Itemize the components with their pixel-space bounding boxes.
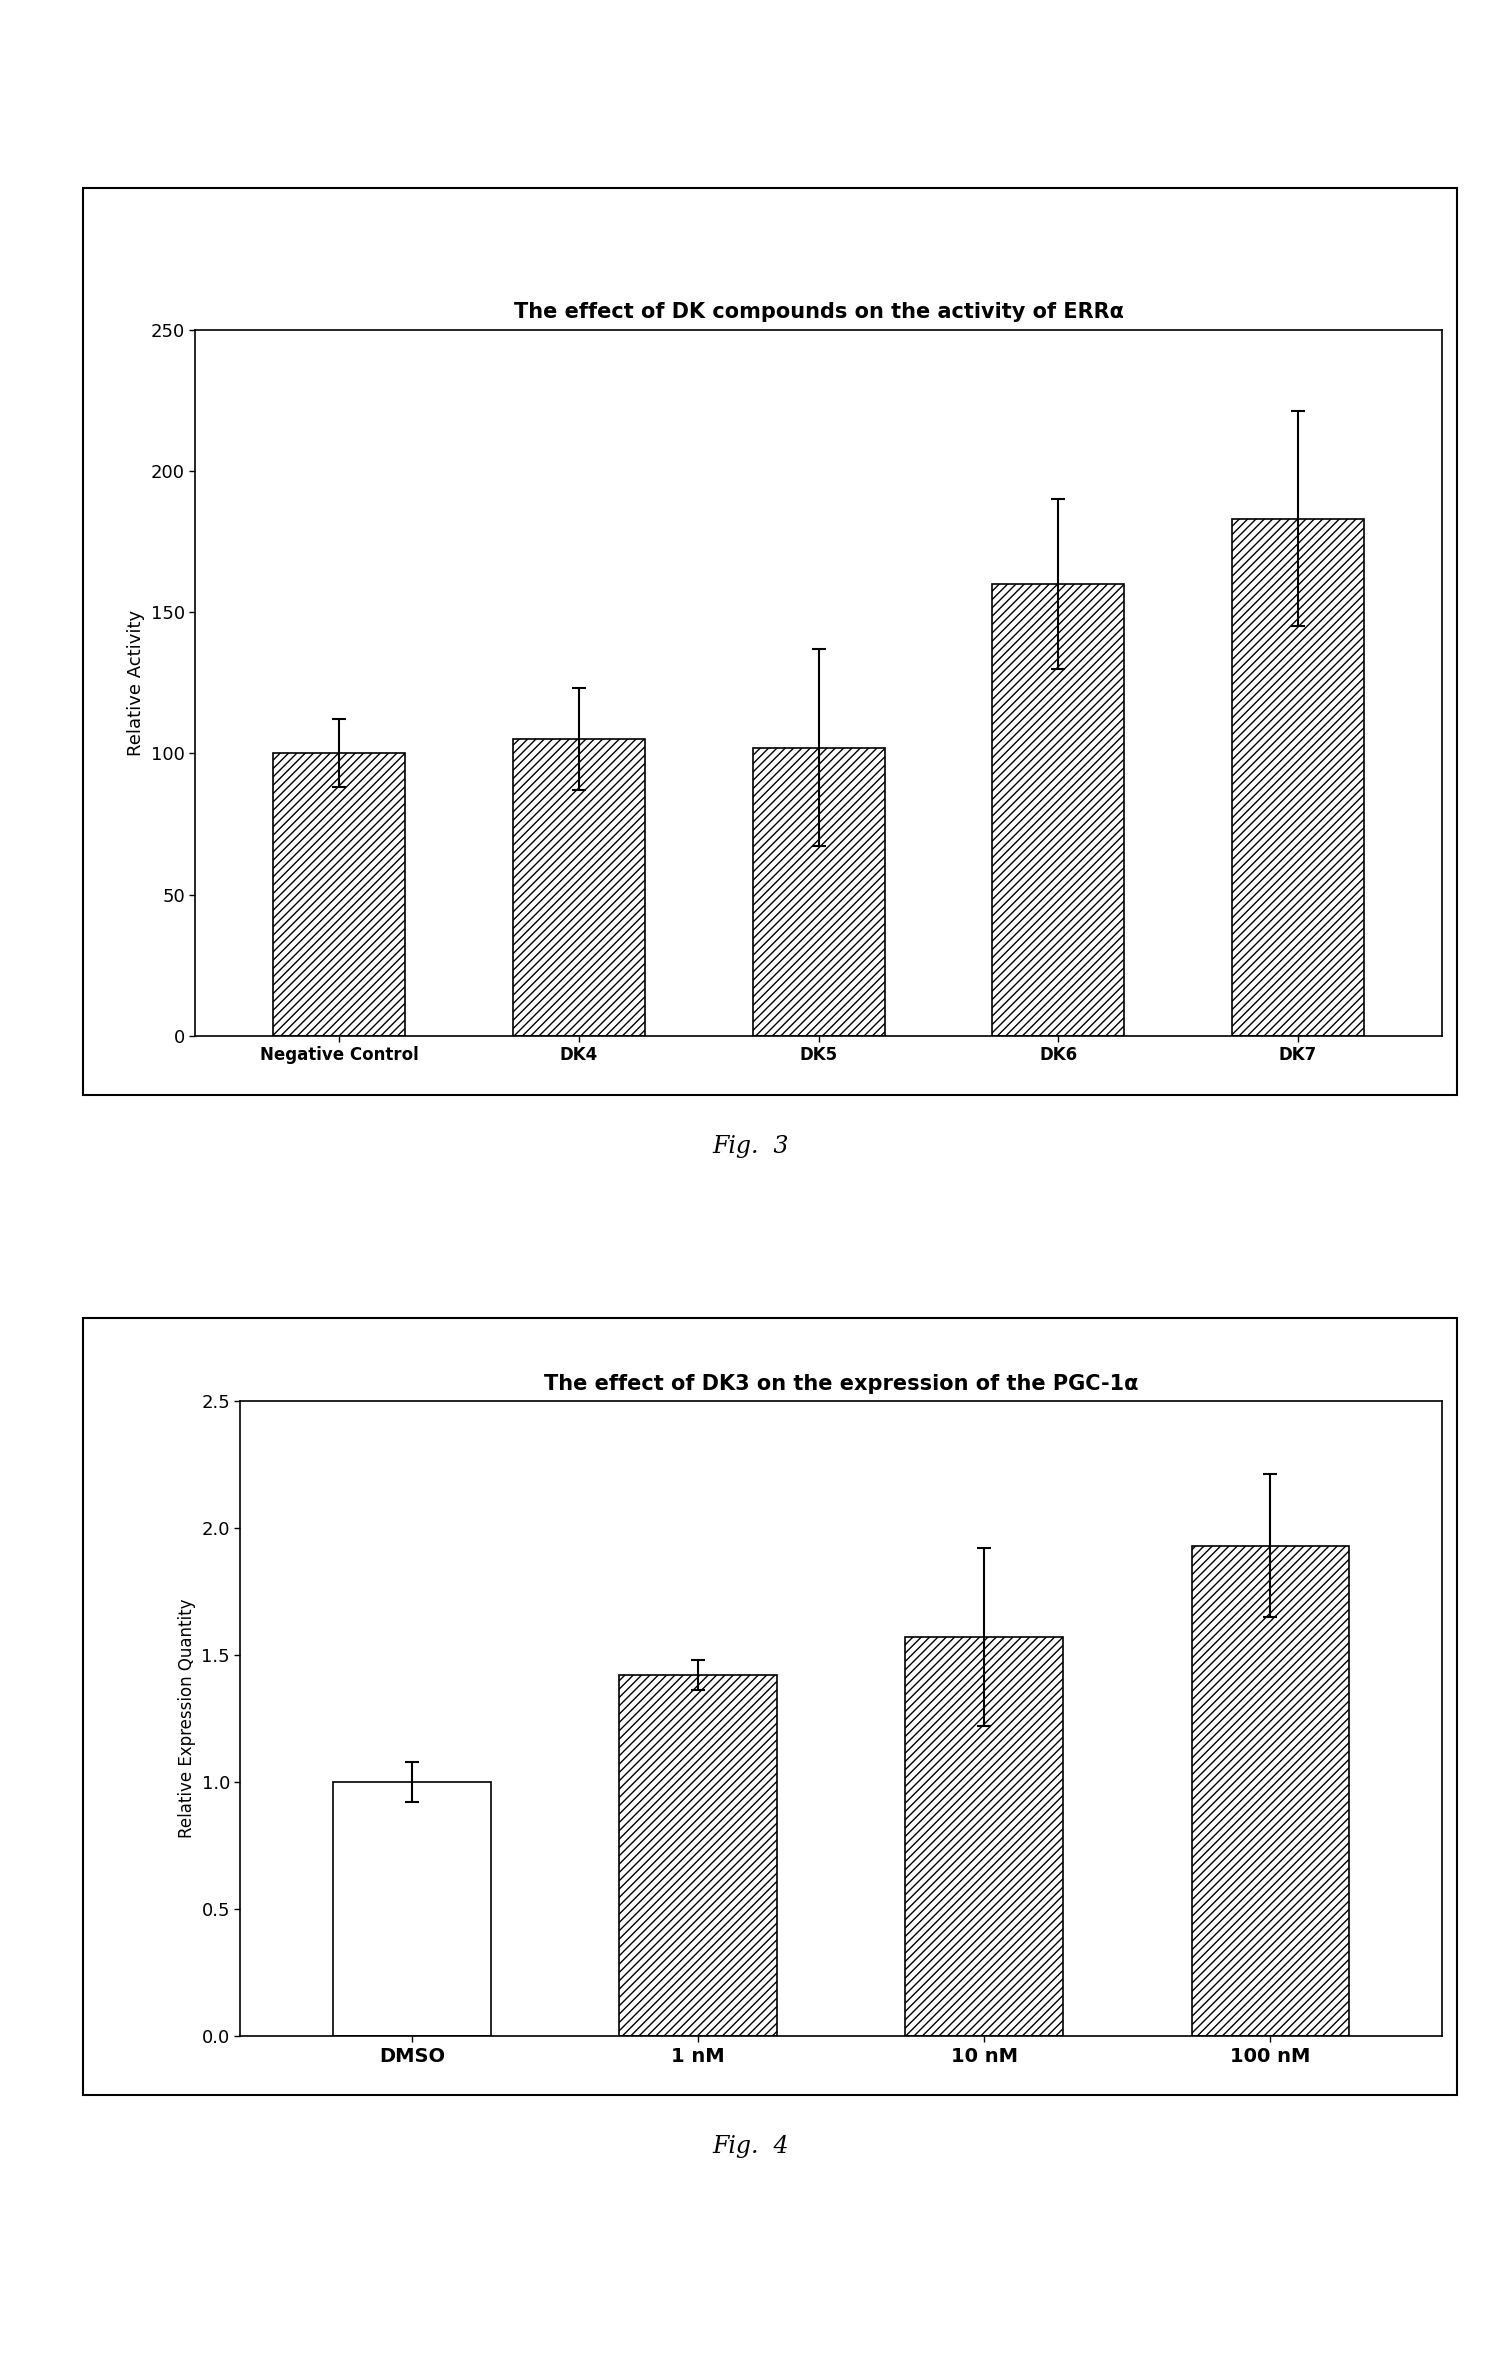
Y-axis label: Relative Activity: Relative Activity: [128, 610, 146, 756]
Bar: [1191, 1547, 1349, 2036]
Bar: [512, 739, 644, 1036]
Bar: [906, 1636, 1063, 2036]
Bar: [619, 1676, 777, 2036]
Text: Fig.  4: Fig. 4: [713, 2135, 789, 2159]
Bar: [1232, 518, 1364, 1036]
Title: The effect of DK compounds on the activity of ERRα: The effect of DK compounds on the activi…: [514, 301, 1123, 322]
Bar: [333, 1782, 491, 2036]
Title: The effect of DK3 on the expression of the PGC-1α: The effect of DK3 on the expression of t…: [544, 1372, 1139, 1394]
Bar: [753, 749, 885, 1036]
Bar: [273, 753, 406, 1036]
Bar: [993, 584, 1125, 1036]
Text: Fig.  3: Fig. 3: [713, 1135, 789, 1158]
Y-axis label: Relative Expression Quantity: Relative Expression Quantity: [177, 1598, 195, 1838]
